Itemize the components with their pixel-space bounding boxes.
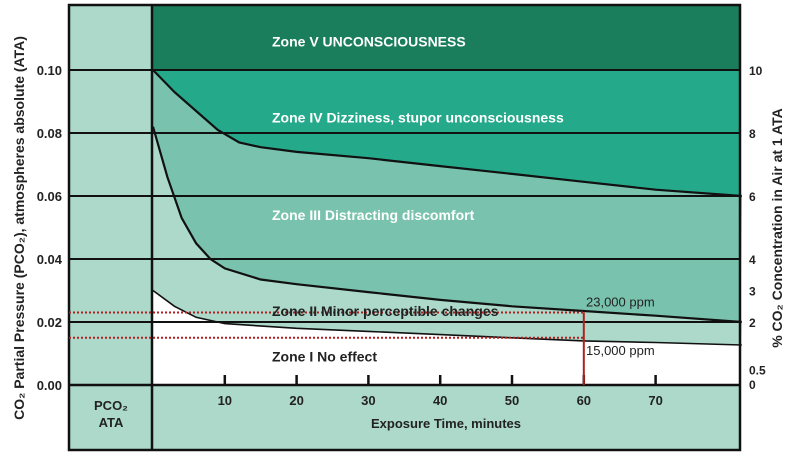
x-axis-label: Exposure Time, minutes bbox=[371, 416, 521, 431]
x-tick-label: 40 bbox=[433, 393, 447, 408]
zone-v-fill bbox=[152, 5, 740, 70]
zone-boundary-curve bbox=[151, 126, 742, 324]
y-tick-label-right: 4 bbox=[749, 253, 756, 267]
y-tick-label-right: 10 bbox=[749, 64, 763, 78]
zone-ii-fill bbox=[153, 126, 742, 385]
zone-label: Zone I No effect bbox=[272, 349, 377, 365]
y-axis-label-left: CO₂ Partial Pressure (PCO₂), atmospheres… bbox=[11, 36, 27, 420]
x-tick-label: 20 bbox=[289, 393, 303, 408]
annotation-label: 23,000 ppm bbox=[586, 295, 655, 310]
annotation-label: 15,000 ppm bbox=[586, 343, 655, 358]
y-tick-label-right: 0.5 bbox=[749, 363, 766, 377]
x-tick-label: 10 bbox=[218, 393, 232, 408]
x-tick-label: 30 bbox=[361, 393, 375, 408]
zone-label: Zone II Minor perceptible changes bbox=[272, 303, 499, 319]
y-tick-label-left: 0.06 bbox=[37, 189, 62, 204]
bottom-panel bbox=[152, 385, 740, 450]
zone-label: Zone V UNCONSCIOUSNESS bbox=[272, 34, 466, 50]
y-tick-label-right: 3 bbox=[749, 285, 756, 299]
zone-boundary-curve bbox=[152, 69, 742, 198]
zone-label: Zone III Distracting discomfort bbox=[272, 207, 475, 223]
y-tick-label-right: 0 bbox=[749, 378, 756, 392]
y-axis-label-right: % CO₂ Concentration in Air at 1 ATA bbox=[769, 108, 785, 348]
zone-label: Zone IV Dizziness, stupor unconsciousnes… bbox=[272, 109, 564, 125]
zone-boundary-curve bbox=[152, 289, 742, 346]
x-tick-label: 70 bbox=[648, 393, 662, 408]
y-tick-label-right: 6 bbox=[749, 190, 756, 204]
y-tick-label-left: 0.08 bbox=[37, 126, 62, 141]
chart-frame bbox=[67, 3, 742, 452]
left-panel bbox=[69, 5, 152, 450]
zone-i-fill bbox=[153, 290, 742, 385]
y-tick-label-right: 2 bbox=[749, 316, 756, 330]
x-tick-label: 50 bbox=[505, 393, 519, 408]
y-tick-label-left: 0.10 bbox=[37, 63, 62, 78]
y-tick-label-right: 8 bbox=[749, 127, 756, 141]
y-tick-label-left: 0.00 bbox=[37, 378, 62, 393]
left-column-label: PCO₂ bbox=[94, 398, 128, 413]
x-tick-label: 60 bbox=[577, 393, 591, 408]
left-column-label: ATA bbox=[99, 415, 124, 430]
y-tick-label-left: 0.04 bbox=[37, 252, 63, 267]
y-tick-label-left: 0.02 bbox=[37, 315, 62, 330]
